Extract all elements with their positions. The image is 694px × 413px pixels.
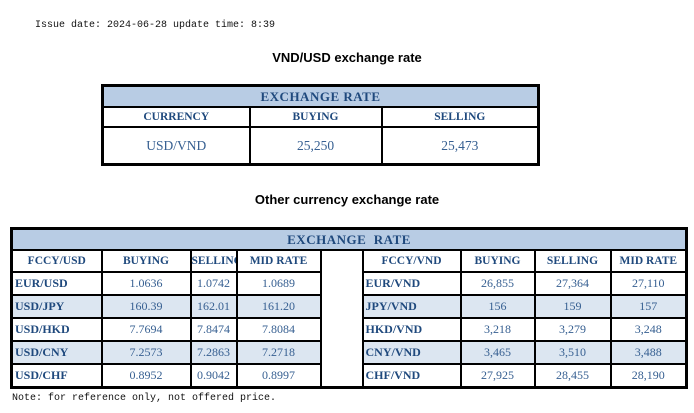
column-header-buying-right: BUYING: [459, 249, 536, 273]
buying-rate-cell: 3,218: [459, 317, 536, 342]
selling-rate-cell: 1.0742: [189, 271, 238, 296]
selling-rate-cell: 25,473: [380, 126, 540, 166]
mid-rate-cell: 157: [609, 294, 688, 319]
column-header-selling: SELLING: [380, 106, 540, 128]
currency-pair-cell: USD/VND: [101, 126, 251, 166]
currency-pair-cell: CHF/VND: [361, 363, 462, 389]
selling-rate-cell: 162.01: [189, 294, 238, 319]
column-header-mid-rate-left: MID RATE: [235, 249, 322, 273]
buying-rate-cell: 156: [459, 294, 536, 319]
table-header-cell: EXCHANGE RATE: [101, 84, 540, 108]
selling-rate-cell: 7.8474: [189, 317, 238, 342]
mid-rate-cell: 3,488: [609, 340, 688, 365]
mid-rate-cell: 7.8084: [235, 317, 322, 342]
buying-rate-cell: 7.2573: [100, 340, 192, 365]
mid-rate-cell: 3,248: [609, 317, 688, 342]
mid-rate-cell: 161.20: [235, 294, 322, 319]
currency-pair-cell: USD/CHF: [10, 363, 103, 389]
section-title-vnd-usd: VND/USD exchange rate: [272, 50, 422, 65]
currency-pair-cell: CNY/VND: [361, 340, 462, 365]
column-header-buying: BUYING: [248, 106, 383, 128]
selling-rate-cell: 3,279: [533, 317, 612, 342]
column-header-currency: CURRENCY: [101, 106, 251, 128]
table-header-cell: EXCHANGE RATE: [10, 227, 688, 251]
currency-pair-cell: JPY/VND: [361, 294, 462, 319]
buying-rate-cell: 7.7694: [100, 317, 192, 342]
buying-rate-cell: 0.8952: [100, 363, 192, 389]
currency-pair-cell: USD/JPY: [10, 294, 103, 319]
spacer-column: [319, 249, 364, 389]
selling-rate-cell: 159: [533, 294, 612, 319]
mid-rate-cell: 28,190: [609, 363, 688, 389]
buying-rate-cell: 26,855: [459, 271, 536, 296]
mid-rate-cell: 27,110: [609, 271, 688, 296]
other-currency-exchange-rate-table: EXCHANGE RATE FCCY/USD BUYING SELLING MI…: [10, 227, 689, 389]
column-header-row: CURRENCY BUYING SELLING: [101, 106, 540, 128]
table-header-row: EXCHANGE RATE: [10, 227, 688, 251]
column-header-row: FCCY/USD BUYING SELLING MID RATE FCCY/VN…: [10, 249, 688, 389]
column-header-fccy-usd: FCCY/USD: [10, 249, 103, 273]
buying-rate-cell: 25,250: [248, 126, 383, 166]
buying-rate-cell: 3,465: [459, 340, 536, 365]
table-header-row: EXCHANGE RATE: [101, 84, 540, 108]
table-row: USD/CNY 7.2573 7.2863 7.2718 CNY/VND 3,4…: [10, 340, 688, 365]
currency-pair-cell: USD/HKD: [10, 317, 103, 342]
currency-pair-cell: EUR/USD: [10, 271, 103, 296]
mid-rate-cell: 0.8997: [235, 363, 322, 389]
currency-pair-cell: USD/CNY: [10, 340, 103, 365]
buying-rate-cell: 160.39: [100, 294, 192, 319]
table-row: EUR/USD 1.0636 1.0742 1.0689 EUR/VND 26,…: [10, 271, 688, 296]
vnd-usd-exchange-rate-table: EXCHANGE RATE CURRENCY BUYING SELLING US…: [101, 84, 541, 166]
column-header-selling-right: SELLING: [533, 249, 612, 273]
buying-rate-cell: 1.0636: [100, 271, 192, 296]
table-row: USD/VND 25,250 25,473: [101, 126, 540, 166]
table-row: USD/HKD 7.7694 7.8474 7.8084 HKD/VND 3,2…: [10, 317, 688, 342]
section-title-other-currency: Other currency exchange rate: [254, 192, 440, 207]
column-header-selling-left: SELLING: [189, 249, 238, 273]
mid-rate-cell: 1.0689: [235, 271, 322, 296]
column-header-mid-rate-right: MID RATE: [609, 249, 688, 273]
issue-date-text: Issue date: 2024-06-28 update time: 8:39: [35, 20, 276, 31]
table-row: USD/CHF 0.8952 0.9042 0.8997 CHF/VND 27,…: [10, 363, 688, 389]
selling-rate-cell: 7.2863: [189, 340, 238, 365]
currency-pair-cell: HKD/VND: [361, 317, 462, 342]
column-header-fccy-vnd: FCCY/VND: [361, 249, 462, 273]
mid-rate-cell: 7.2718: [235, 340, 322, 365]
buying-rate-cell: 27,925: [459, 363, 536, 389]
selling-rate-cell: 28,455: [533, 363, 612, 389]
currency-pair-cell: EUR/VND: [361, 271, 462, 296]
note-text: Note: for reference only, not offered pr…: [12, 393, 277, 404]
table-row: USD/JPY 160.39 162.01 161.20 JPY/VND 156…: [10, 294, 688, 319]
selling-rate-cell: 27,364: [533, 271, 612, 296]
selling-rate-cell: 0.9042: [189, 363, 238, 389]
column-header-buying-left: BUYING: [100, 249, 192, 273]
selling-rate-cell: 3,510: [533, 340, 612, 365]
